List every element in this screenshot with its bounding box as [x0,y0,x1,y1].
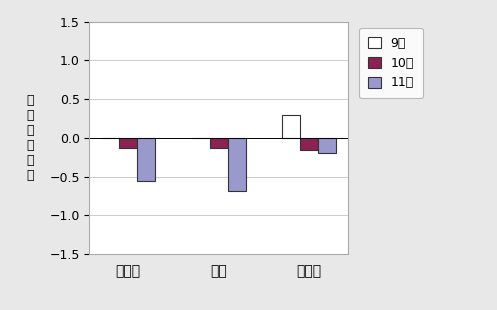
Bar [119,138,137,148]
Bar [137,138,156,180]
Bar [228,138,246,191]
Bar [282,115,300,138]
Legend: 9月, 10月, 11月: 9月, 10月, 11月 [359,28,422,98]
Y-axis label: 対
前
月
上
昇
率: 対 前 月 上 昇 率 [26,94,33,182]
Bar [318,138,336,153]
Bar [210,138,228,148]
Bar [300,138,318,149]
